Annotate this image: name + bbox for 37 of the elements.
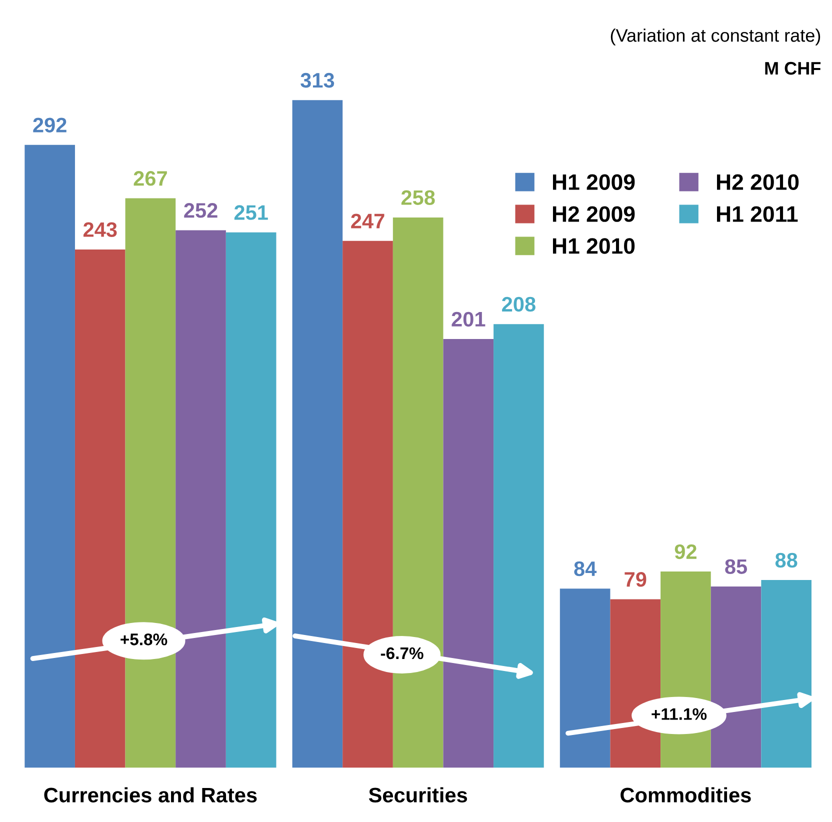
bar — [710, 586, 762, 768]
data-label: 267 — [134, 171, 167, 186]
bar — [560, 588, 610, 768]
bar — [226, 232, 276, 768]
legend-label: H2 2009 — [552, 206, 635, 222]
legend-label: H1 2010 — [552, 238, 635, 254]
x-tick-label: Securities — [368, 787, 468, 802]
legend-label: H1 2011 — [716, 206, 798, 222]
bar — [761, 580, 812, 768]
data-label: 313 — [300, 72, 334, 88]
data-label: 243 — [83, 222, 117, 238]
annotation: +5.8% — [120, 634, 168, 646]
data-label: 79 — [624, 572, 646, 587]
bar — [292, 100, 343, 768]
data-label: 251 — [234, 205, 268, 220]
annotation: +11.1% — [652, 708, 707, 720]
bar — [494, 324, 544, 768]
data-label: 292 — [33, 118, 66, 132]
legend-label: H1 2009 — [552, 174, 635, 190]
data-label: 208 — [502, 296, 536, 312]
data-label: 92 — [674, 544, 696, 560]
data-label: 252 — [184, 203, 218, 218]
data-label: 247 — [351, 214, 384, 228]
bar — [176, 230, 226, 768]
bar — [443, 339, 494, 768]
text: (Variation at constant rate) — [610, 28, 820, 46]
data-label: 258 — [401, 190, 435, 205]
data-label: 88 — [775, 552, 798, 568]
data-label: 84 — [574, 561, 597, 576]
x-tick-label: Currencies and Rates — [44, 787, 257, 802]
bar — [24, 144, 75, 768]
x-tick-label: Commodities — [620, 787, 751, 802]
legend-label: H2 2010 — [716, 174, 799, 190]
data-label: 85 — [725, 559, 748, 574]
text: M CHF — [765, 62, 821, 75]
annotation: -6.7% — [380, 647, 424, 660]
data-label: 201 — [452, 312, 486, 327]
